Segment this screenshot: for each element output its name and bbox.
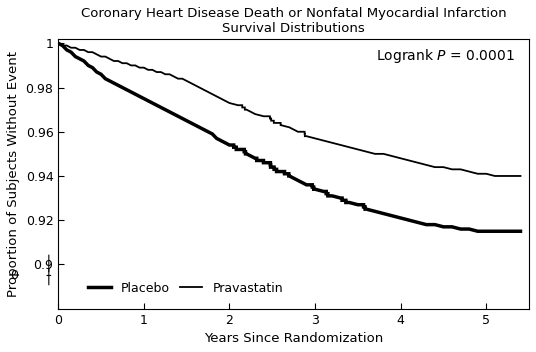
Legend: Placebo, Pravastatin: Placebo, Pravastatin [83,277,288,300]
Y-axis label: Proportion of Subjects Without Event: Proportion of Subjects Without Event [7,51,20,297]
X-axis label: Years Since Randomization: Years Since Randomization [204,332,383,345]
Text: Logrank $\it{P}$ = 0.0001: Logrank $\it{P}$ = 0.0001 [376,47,515,65]
Title: Coronary Heart Disease Death or Nonfatal Myocardial Infarction
Survival Distribu: Coronary Heart Disease Death or Nonfatal… [81,7,507,35]
Text: 0: 0 [10,269,18,282]
